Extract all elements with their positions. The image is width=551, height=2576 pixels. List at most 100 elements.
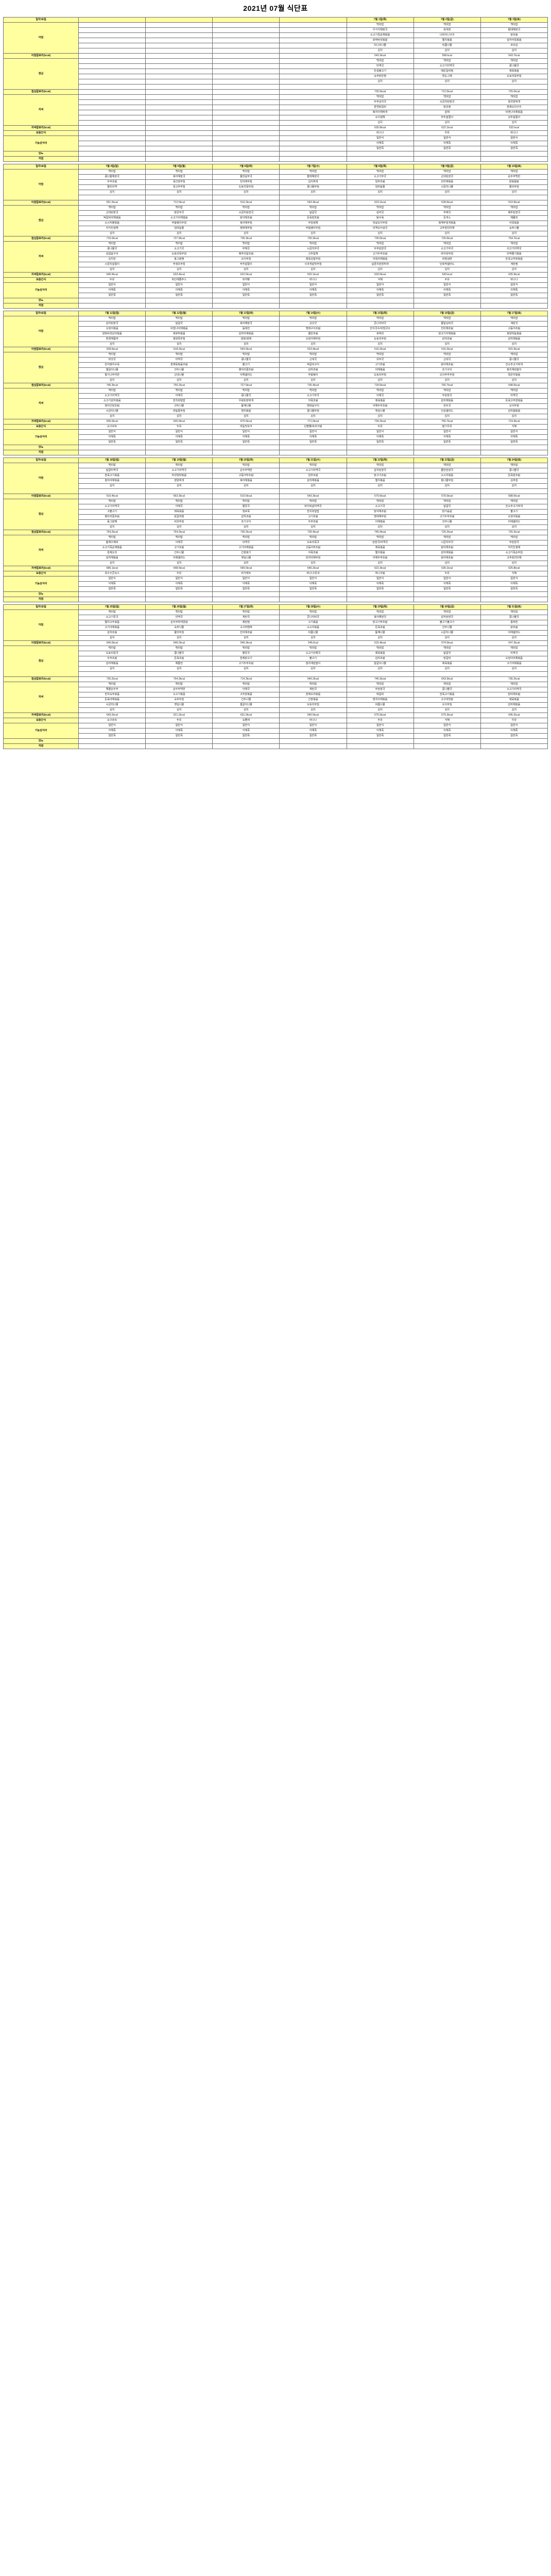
functional-item xyxy=(78,135,146,141)
lunch-item: 감자조림 xyxy=(212,514,280,520)
dinner-kcal xyxy=(212,125,280,131)
lunch-item: 김치 xyxy=(78,378,146,383)
breakfast-item xyxy=(212,48,280,54)
row-label-dinner: 저녁 xyxy=(3,94,79,126)
dinner-item: 아채국 xyxy=(145,540,213,546)
dinner-item xyxy=(279,105,347,110)
lunch-item: 매운갈비찜 xyxy=(413,69,481,74)
functional-item: 일반식 xyxy=(212,576,280,582)
diabetes-row: 당뇨 xyxy=(3,591,548,597)
breakfast-row: 멸치미역 옥고추무침 도토리묵무침 콩나물무침 임마늘종 시금치나물 물외무침 xyxy=(4,184,548,190)
breakfast-item: 시금치나물 xyxy=(413,630,481,636)
lunch-item: 백미밥 xyxy=(279,352,347,358)
functional-item: 아채죽 xyxy=(212,728,280,734)
lunch-item: 백미밥 xyxy=(145,499,213,504)
lunch-item: 감자조림 xyxy=(279,367,347,373)
row-label-dinner: 저녁 xyxy=(3,535,79,566)
breakfast-kcal: 543.7kcal xyxy=(480,53,548,59)
breakfast-item: 동태전 xyxy=(212,326,280,332)
breakfast-item xyxy=(413,488,481,494)
lunch-item xyxy=(145,74,213,79)
breakfast-item: 김치 xyxy=(212,342,280,347)
breakfast-item: 백미밥 xyxy=(212,609,280,615)
dinner-item: 소고기죽순채볶음 xyxy=(78,545,146,551)
functional-item: 일반죽 xyxy=(279,293,347,298)
dinner-kcal: 686.1kcal xyxy=(78,566,146,571)
dinner-item: 소고기감자볶음 xyxy=(78,398,146,404)
row-label-dinner: 저녁 xyxy=(3,682,79,713)
snack-item: 식혜 xyxy=(346,277,414,283)
dinner-item: 김치 xyxy=(212,414,280,419)
lunch-item: 무말랭이무침 xyxy=(279,226,347,231)
breakfast-kcal xyxy=(145,53,213,59)
breakfast-item: 백미밥 xyxy=(346,22,414,28)
lunch-item xyxy=(480,84,548,90)
dinner-item: 김치 xyxy=(413,267,481,273)
breakfast-item: 청양마늘볶음 xyxy=(480,331,548,337)
row-label-low-salt: 저염 xyxy=(3,597,79,602)
lunch-item: 백미밥 xyxy=(212,205,280,211)
dinner-row: 김치 김치 김치 김치 김치 김치 김치 xyxy=(4,267,548,273)
functional-item xyxy=(212,141,280,146)
dinner-row: 김치 김치 김치 김치 김치 김치 김치 xyxy=(4,414,548,419)
lunch-item: 바지락살미역국 xyxy=(279,504,347,510)
functional-item: 일반죽 xyxy=(413,586,481,592)
lunch-item: 제육볶음 xyxy=(413,661,481,667)
lunch-item: 김치 xyxy=(480,79,548,84)
breakfast-item: 김치 xyxy=(212,483,280,489)
lunch-kcal: 727.5kcal xyxy=(212,383,280,388)
breakfast-item: 김치 xyxy=(413,635,481,641)
dinner-row: 저녁 백미밥 백미밥 백미밥 xyxy=(3,94,548,126)
lunch-item: 숙주나물 xyxy=(480,226,548,231)
dinner-item: 백미밥 xyxy=(145,388,213,394)
lunch-kcal: 745.3kcal xyxy=(346,676,414,682)
dinner-item: 콩나물국 xyxy=(78,246,146,252)
dinner-item: 백미밥 xyxy=(346,94,414,100)
dinner-item: 백미밥 xyxy=(78,388,146,394)
lunch-item: 백미밥 xyxy=(279,646,347,651)
lunch-item: 달걀국 xyxy=(413,651,481,656)
lunch-item: 김치 xyxy=(78,666,146,672)
dinner-item: 간장볶기 xyxy=(212,550,280,556)
breakfast-item: 달걀미역국 xyxy=(78,468,146,473)
breakfast-item: 북어해장국 xyxy=(145,174,213,180)
breakfast-item: 진미채무침 xyxy=(212,179,280,185)
diabetes-item xyxy=(413,591,481,597)
breakfast-item: 백미밥 xyxy=(78,609,146,615)
diabetes-item xyxy=(346,591,414,597)
dinner-item: 감자채볶음 xyxy=(480,702,548,708)
dinner-item: 닭강정 xyxy=(413,105,481,110)
breakfast-item: 닭조림 xyxy=(480,625,548,631)
dinner-row: 김치전 동그랑땡 오이무침 제육김밥무침 어묵야채볶음 비빔냉면 돈육고추장볶음 xyxy=(4,257,548,262)
functional-item xyxy=(145,146,213,151)
functional-item: 일반식 xyxy=(279,429,347,435)
functional-item: 아채죽 xyxy=(145,434,213,440)
breakfast-item: 진미채볶음 xyxy=(413,179,481,185)
functional-item: 일반죽 xyxy=(346,439,414,445)
functional-item: 아채죽 xyxy=(346,287,414,293)
row-label-dinner-kcal: 저녁칼로리(kcal) xyxy=(3,272,79,278)
lunch-item: 닭갈비찜 xyxy=(145,514,213,520)
row-label-snack: 보충간식 xyxy=(3,130,79,136)
breakfast-item xyxy=(480,195,548,200)
functional-item: 일반식 xyxy=(346,135,414,141)
breakfast-row: 아침 백미밥 백미밥 백미밥 백미밥 백미밥 백미밥 백미밥 xyxy=(3,609,548,641)
lunch-item: 불고기 xyxy=(212,362,280,368)
functional-item: 일반죽 xyxy=(346,733,414,739)
dinner-item xyxy=(279,94,347,100)
row-label-date: 일자/요일 xyxy=(3,604,79,610)
lunch-item xyxy=(145,69,213,74)
dinner-item: 소고기무국 xyxy=(279,393,347,399)
breakfast-item xyxy=(145,32,213,38)
breakfast-item: 고구마범벅 xyxy=(212,625,280,631)
row-label-date: 일자/요일 xyxy=(3,164,79,170)
dinner-item: 들깨나물 xyxy=(212,403,280,409)
row-label-snack: 보충간식 xyxy=(3,277,79,283)
day-header-2: 7월 27일(화) xyxy=(212,604,280,610)
dinner-row: 돼지아채찌개 잡채 비엔나야채볶음 xyxy=(4,110,548,115)
dinner-item: 돼지아채찌개 xyxy=(346,110,414,115)
lunch-item: 백미밥 xyxy=(212,646,280,651)
dinner-item: 백미밥 xyxy=(346,682,414,687)
dinner-item: 김치 xyxy=(480,707,548,713)
day-header-2: 7월 20일(화) xyxy=(212,457,280,463)
